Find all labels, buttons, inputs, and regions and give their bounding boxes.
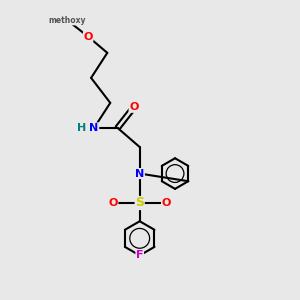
Text: O: O xyxy=(161,198,171,208)
Text: O: O xyxy=(109,198,118,208)
Text: O: O xyxy=(129,102,139,112)
Text: S: S xyxy=(135,196,144,209)
Text: F: F xyxy=(136,250,143,260)
Text: N: N xyxy=(89,123,99,133)
Text: N: N xyxy=(135,169,144,178)
Text: methoxy: methoxy xyxy=(49,16,86,25)
Text: H: H xyxy=(76,123,86,133)
Text: O: O xyxy=(83,32,93,42)
